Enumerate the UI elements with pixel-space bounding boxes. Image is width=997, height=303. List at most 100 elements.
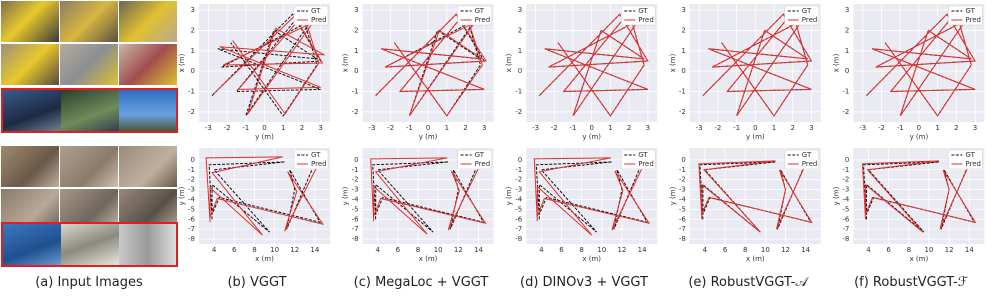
y-tick-label: 0: [191, 67, 195, 75]
y-axis-label: x (m): [342, 53, 350, 72]
outlier-box: [1, 88, 178, 133]
y-tick-label: -8: [679, 235, 686, 243]
x-axis-label: y (m): [582, 133, 601, 141]
caption: (b) VGGT: [227, 275, 287, 290]
x-axis-label: y (m): [910, 133, 929, 141]
x-tick-label: 2: [463, 124, 467, 132]
trajectory-0: [208, 161, 321, 233]
x-tick-label: 6: [886, 246, 891, 254]
x-tick-label: 3: [646, 124, 650, 132]
x-tick-label: -2: [714, 124, 721, 132]
y-tick-label: -7: [515, 225, 522, 233]
x-tick-label: 8: [252, 246, 256, 254]
legend-label: Pred: [638, 16, 654, 24]
legend-label: Pred: [311, 160, 327, 168]
y-tick-label: -5: [842, 205, 849, 213]
y-tick-label: 1: [681, 47, 685, 55]
y-axis-label: y (m): [832, 186, 840, 205]
x-axis-label: y (m): [419, 133, 438, 141]
x-tick-label: 12: [454, 246, 463, 254]
y-tick-label: -2: [188, 108, 195, 116]
x-tick-label: 0: [917, 124, 921, 132]
photo: [119, 1, 177, 42]
photo: [1, 1, 59, 42]
x-tick-label: 0: [753, 124, 757, 132]
y-tick-label: -4: [188, 195, 196, 203]
x-tick-label: -2: [387, 124, 394, 132]
photo: [1, 146, 59, 187]
x-tick-label: 14: [474, 246, 483, 254]
y-tick-label: -1: [188, 87, 195, 95]
photo: [119, 44, 177, 85]
caption: (a) Input Images: [35, 275, 143, 290]
x-tick-label: 10: [270, 246, 279, 254]
photo: [60, 146, 118, 187]
y-tick-label: -1: [515, 166, 522, 174]
x-tick-label: 10: [597, 246, 606, 254]
legend-label: GT: [311, 151, 321, 159]
trajectory-1: [213, 13, 325, 115]
legend-label: GT: [638, 151, 648, 159]
y-tick-label: -2: [352, 176, 359, 184]
y-tick-label: 1: [191, 47, 195, 55]
caption: (c) MegaLoc + VGGT: [353, 275, 489, 290]
trajectory-0: [535, 161, 649, 233]
outlier-box: [1, 222, 178, 267]
legend-label: Pred: [802, 160, 818, 168]
y-tick-label: 0: [354, 67, 358, 75]
legend-label: Pred: [965, 16, 981, 24]
photo: [119, 146, 177, 187]
photo: [3, 90, 61, 131]
x-axis-label: x (m): [255, 255, 274, 263]
legend-label: Pred: [311, 16, 327, 24]
x-axis-label: y (m): [255, 133, 274, 141]
y-tick-label: -1: [352, 166, 359, 174]
y-tick-label: -5: [188, 205, 195, 213]
x-tick-label: 12: [617, 246, 626, 254]
x-tick-label: -3: [532, 124, 539, 132]
trajectory-1: [698, 160, 813, 233]
caption: (f) RobustVGGT-ℱ: [854, 275, 968, 290]
legend-label: GT: [965, 151, 975, 159]
y-tick-label: -3: [515, 186, 522, 194]
trajectory-1: [205, 154, 325, 236]
y-tick-label: -2: [679, 176, 686, 184]
x-tick-label: -3: [859, 124, 866, 132]
x-tick-label: -1: [242, 124, 249, 132]
x-tick-label: 1: [935, 124, 939, 132]
y-tick-label: 3: [845, 6, 849, 14]
y-tick-label: -6: [679, 215, 687, 223]
x-tick-label: 0: [589, 124, 593, 132]
x-tick-label: 3: [973, 124, 977, 132]
x-axis-label: x (m): [582, 255, 601, 263]
photo: [60, 1, 118, 42]
photo: [1, 44, 59, 85]
y-tick-label: -6: [842, 215, 850, 223]
x-tick-label: 8: [579, 246, 583, 254]
y-tick-label: 2: [518, 26, 522, 34]
x-tick-label: 4: [375, 246, 380, 254]
x-tick-label: 10: [434, 246, 443, 254]
y-tick-label: 0: [354, 156, 358, 164]
legend-label: Pred: [638, 160, 654, 168]
legend-label: GT: [802, 151, 812, 159]
y-tick-label: -3: [842, 186, 849, 194]
y-tick-label: -7: [679, 225, 686, 233]
y-tick-label: 0: [845, 67, 849, 75]
legend-label: GT: [965, 7, 975, 15]
y-axis-label: x (m): [505, 53, 513, 72]
y-axis-label: y (m): [178, 186, 186, 205]
y-tick-label: -2: [352, 108, 359, 116]
y-tick-label: -5: [352, 205, 359, 213]
x-tick-label: 1: [281, 124, 285, 132]
y-tick-label: -1: [679, 87, 686, 95]
x-tick-label: -2: [224, 124, 231, 132]
y-tick-label: -4: [842, 195, 850, 203]
x-tick-label: 6: [396, 246, 401, 254]
y-axis-label: x (m): [178, 53, 186, 72]
photo: [61, 224, 119, 265]
y-tick-label: -1: [515, 87, 522, 95]
x-axis-label: y (m): [746, 133, 765, 141]
y-tick-label: -3: [352, 186, 359, 194]
y-tick-label: -7: [188, 225, 195, 233]
